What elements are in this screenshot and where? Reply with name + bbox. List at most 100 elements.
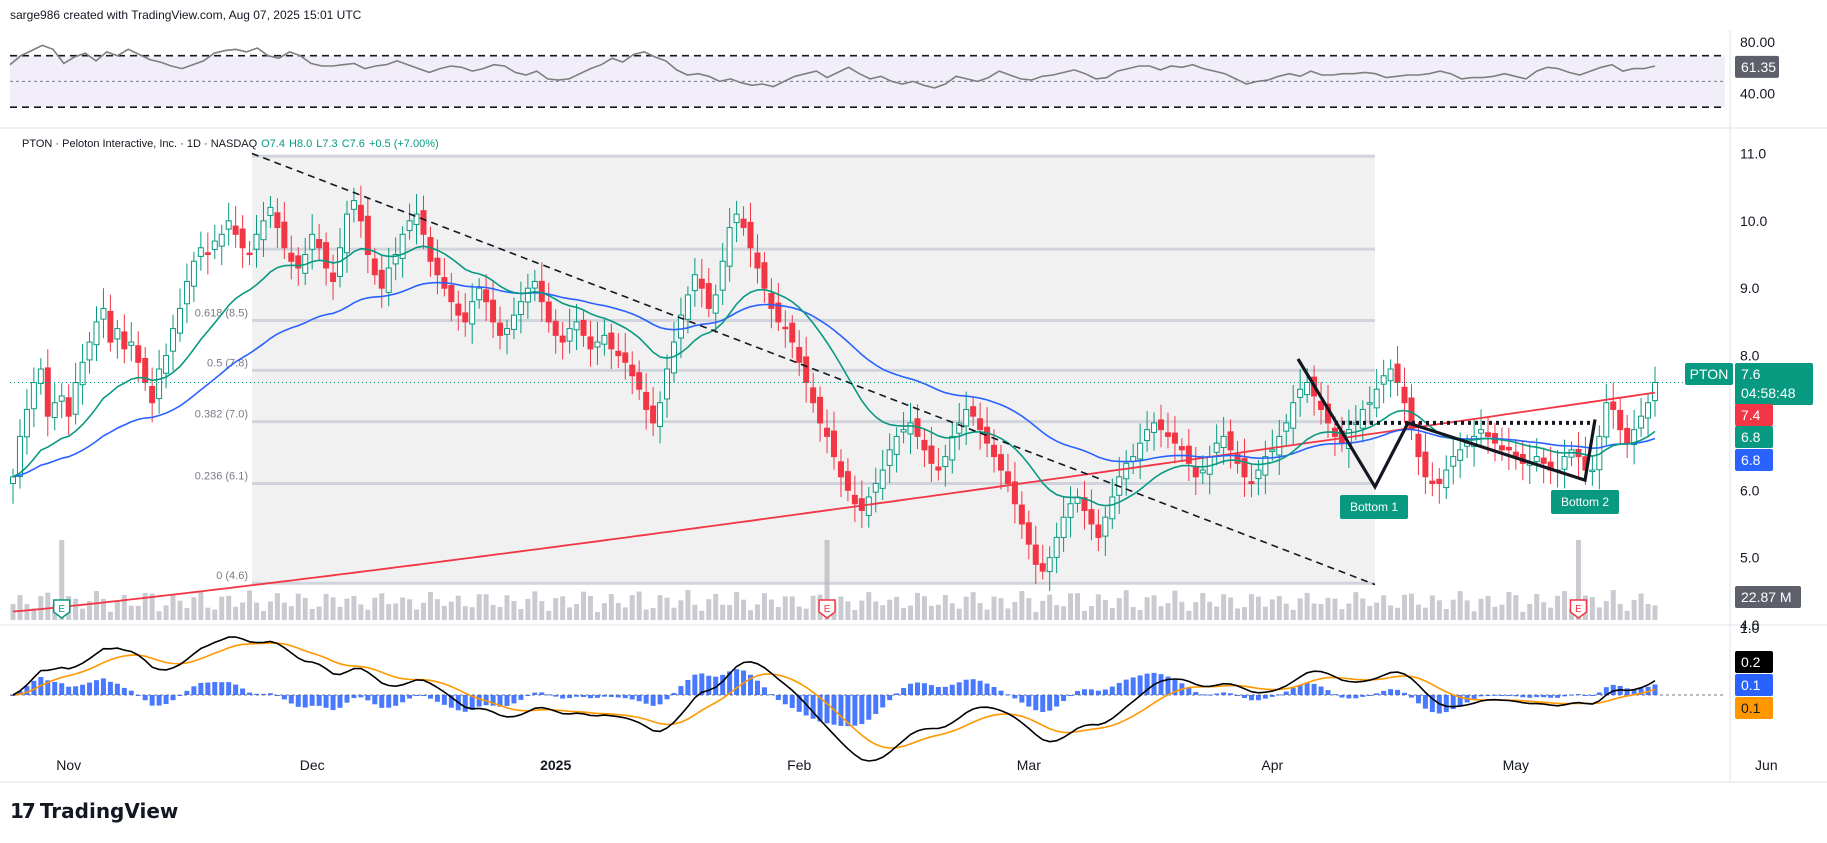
volume-bar bbox=[24, 604, 30, 620]
tradingview-logo-icon: 17 bbox=[10, 799, 36, 823]
candle bbox=[399, 226, 406, 278]
candle-body bbox=[281, 221, 288, 249]
volume-bar bbox=[608, 594, 614, 620]
candle-body bbox=[190, 260, 197, 287]
candle-body bbox=[1624, 427, 1631, 444]
tradingview-logo[interactable]: 17 TradingView bbox=[10, 799, 178, 823]
macd-hist-bar bbox=[267, 693, 273, 695]
candle-body bbox=[817, 396, 824, 424]
ema-mid-line bbox=[12, 281, 1656, 478]
volume-bar bbox=[1144, 597, 1150, 620]
volume-bar bbox=[476, 594, 482, 620]
candle-body bbox=[1199, 469, 1206, 474]
earnings-marker[interactable]: E bbox=[52, 599, 71, 619]
macd-hist-bar bbox=[1005, 694, 1011, 696]
candle bbox=[462, 293, 469, 337]
candle-body bbox=[316, 239, 323, 249]
volume-bar bbox=[1054, 605, 1060, 620]
candle bbox=[23, 389, 30, 455]
macd-hist-bar bbox=[1186, 687, 1192, 695]
volume-bar bbox=[1186, 610, 1192, 620]
candle-body bbox=[309, 233, 316, 250]
macd-hist-bar bbox=[880, 695, 886, 708]
volume-bar bbox=[991, 596, 997, 620]
candle bbox=[844, 458, 851, 502]
candle bbox=[921, 428, 928, 468]
ema-fast-label: 6.8 bbox=[1735, 426, 1773, 448]
candle bbox=[232, 206, 239, 248]
candle bbox=[928, 426, 935, 482]
candle bbox=[566, 308, 573, 354]
candle bbox=[483, 274, 490, 321]
candle bbox=[1290, 385, 1297, 444]
candle-body bbox=[921, 439, 928, 451]
candle-body bbox=[469, 301, 476, 325]
macd-hist-bar bbox=[1172, 679, 1178, 695]
volume-bar bbox=[1297, 598, 1303, 620]
candle bbox=[900, 411, 907, 444]
volume-bar bbox=[1485, 595, 1491, 620]
volume-bar bbox=[434, 599, 440, 620]
macd-hist-bar bbox=[1415, 695, 1421, 704]
macd-hist-bar bbox=[1471, 695, 1477, 700]
candle-body bbox=[747, 221, 754, 249]
volume-bar bbox=[720, 604, 726, 620]
symbol-legend[interactable]: PTON · Peloton Interactive, Inc. · 1D · … bbox=[22, 138, 439, 150]
candle bbox=[455, 290, 462, 331]
macd-hist-bar bbox=[1228, 693, 1234, 695]
annotation-bottom-2-bg bbox=[1551, 490, 1619, 514]
candle-body bbox=[1178, 446, 1185, 451]
macd-hist-bar bbox=[894, 693, 900, 695]
candle-body bbox=[121, 331, 128, 350]
earnings-marker[interactable]: E bbox=[1569, 599, 1588, 619]
candle-body bbox=[23, 408, 30, 438]
macd-line bbox=[12, 636, 1656, 762]
volume-bar bbox=[1555, 595, 1561, 620]
candle bbox=[719, 242, 726, 305]
macd-hist-bar bbox=[414, 695, 420, 696]
candle-body bbox=[51, 402, 58, 419]
candle bbox=[594, 321, 601, 365]
earnings-marker-shape bbox=[52, 599, 71, 619]
candle-body bbox=[664, 368, 671, 400]
volume-bar bbox=[1033, 611, 1039, 620]
volume-bar bbox=[518, 608, 524, 620]
macd-hist-bar bbox=[1262, 695, 1268, 699]
volume-bar bbox=[483, 594, 489, 620]
macd-hist-bar bbox=[713, 676, 719, 695]
candle-body bbox=[886, 449, 893, 466]
ticker-tag[interactable]: PTON bbox=[1685, 363, 1733, 385]
volume-bar bbox=[636, 591, 642, 620]
volume-bar bbox=[1478, 598, 1484, 620]
volume-bar bbox=[887, 599, 893, 620]
candle bbox=[761, 252, 768, 303]
volume-bar bbox=[316, 606, 322, 620]
volume-value-label-text: 22.87 M bbox=[1741, 589, 1792, 605]
annotation-bottom-2[interactable]: Bottom 2 bbox=[1551, 490, 1619, 514]
price-tick: 5.0 bbox=[1740, 550, 1760, 566]
macd-hist-bar bbox=[441, 695, 447, 705]
macd-hist-bar bbox=[817, 695, 823, 722]
candle bbox=[545, 282, 552, 333]
annotation-bottom-1[interactable]: Bottom 1 bbox=[1340, 495, 1408, 519]
macd-hist-bar bbox=[247, 692, 253, 695]
macd-hist-bar bbox=[1214, 693, 1220, 695]
macd-hist-bar bbox=[539, 692, 545, 695]
volume-bar bbox=[894, 596, 900, 620]
volume-bar bbox=[1520, 611, 1526, 620]
candle bbox=[1387, 359, 1394, 398]
volume-bar bbox=[1436, 600, 1442, 620]
volume-bar bbox=[727, 604, 733, 620]
candle-body bbox=[1018, 504, 1025, 525]
macd-hist-bar bbox=[191, 686, 197, 695]
macd-hist-bar bbox=[205, 682, 211, 695]
candle-body bbox=[650, 405, 657, 424]
macd-hist-bar bbox=[1492, 694, 1498, 696]
earnings-marker[interactable]: E bbox=[818, 599, 836, 619]
macd-hist-bar bbox=[622, 695, 628, 699]
candle-body bbox=[427, 237, 434, 262]
candle bbox=[1164, 412, 1171, 449]
volume-bar bbox=[1492, 606, 1498, 620]
candle-body bbox=[907, 422, 914, 435]
